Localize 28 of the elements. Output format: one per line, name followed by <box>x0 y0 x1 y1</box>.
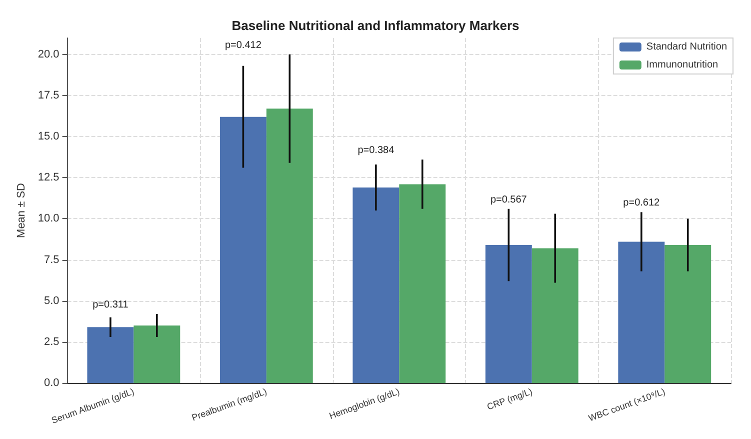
bar <box>266 108 313 383</box>
annotation: p=0.412 <box>224 40 262 51</box>
annotation: p=0.612 <box>623 198 660 209</box>
bar <box>399 184 446 383</box>
bar <box>664 245 712 383</box>
annotation: p=0.311 <box>92 300 129 310</box>
legend-label: Immunonutrition <box>646 60 718 70</box>
annotation: p=0.567 <box>490 194 528 206</box>
y-tick-label: 7.5 <box>44 254 60 266</box>
y-tick-label: 5.0 <box>44 294 60 307</box>
y-tick-label: 15.0 <box>38 130 60 143</box>
legend-label: Standard Nutrition <box>646 42 728 52</box>
bar <box>485 245 532 383</box>
y-tick-label: 10.0 <box>38 212 60 225</box>
bar <box>352 188 400 383</box>
bar <box>134 326 180 383</box>
chart-title: Baseline Nutritional and Inflammatory Markers <box>232 18 520 33</box>
y-axis-title: Mean ± SD <box>16 182 28 238</box>
y-tick-label: 0.0 <box>44 377 60 389</box>
y-tick-label: 17.5 <box>38 90 60 102</box>
annotation: p=0.384 <box>358 145 395 156</box>
bar <box>618 242 665 383</box>
bar <box>87 327 134 383</box>
y-tick-label: 2.5 <box>44 336 60 348</box>
bar <box>532 248 578 383</box>
bar <box>220 116 266 383</box>
y-tick-label: 12.5 <box>38 172 60 184</box>
y-tick-label: 20.0 <box>38 48 60 60</box>
